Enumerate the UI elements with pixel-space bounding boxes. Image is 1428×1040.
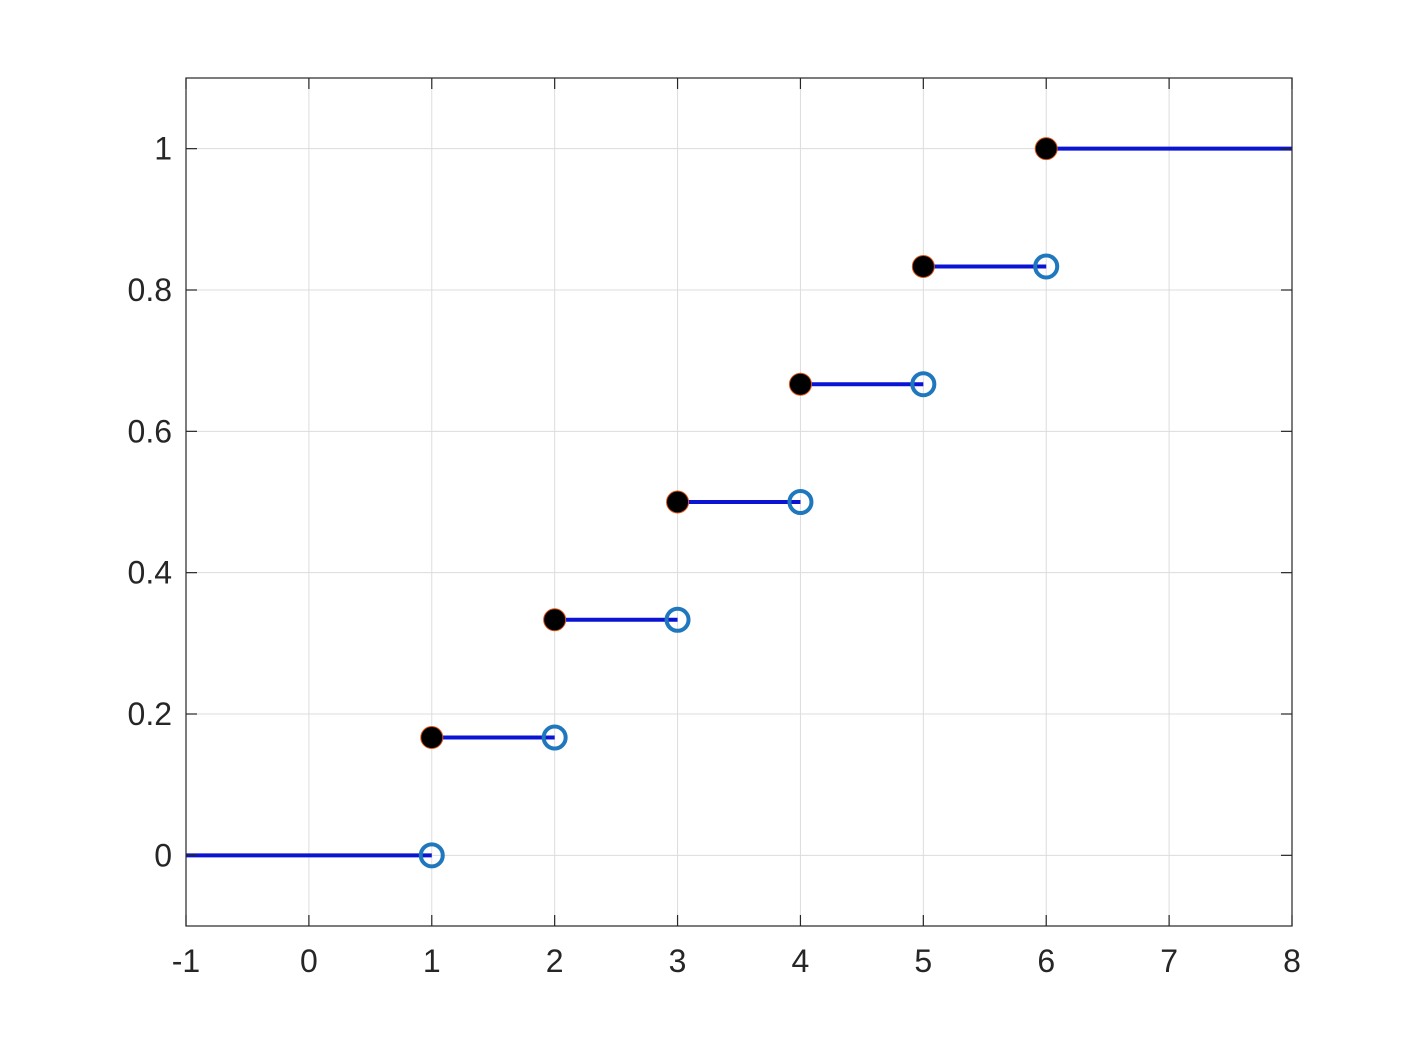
x-tick-label-4: 3 [669, 943, 687, 979]
axes-box [185, 77, 1293, 927]
open-marker-2 [664, 606, 691, 633]
closed-marker-2 [543, 608, 567, 632]
open-marker-0 [418, 842, 445, 869]
x-tick-label-9: 8 [1283, 943, 1301, 979]
open-marker-4 [910, 371, 937, 398]
x-tick-label-5: 4 [792, 943, 810, 979]
y-tick-label-0: 0 [154, 837, 172, 873]
x-tick-label-7: 6 [1037, 943, 1055, 979]
x-tick-label-1: 0 [300, 943, 318, 979]
closed-marker-4 [788, 372, 812, 396]
x-tick-label-8: 7 [1160, 943, 1178, 979]
x-tick-label-3: 2 [546, 943, 564, 979]
y-tick-label-1: 0.2 [128, 696, 172, 732]
x-tick-label-6: 5 [914, 943, 932, 979]
closed-marker-3 [666, 490, 690, 514]
open-marker-3 [787, 489, 814, 515]
step-markers [418, 137, 1060, 869]
closed-marker-6 [1034, 137, 1058, 161]
x-tick-label-2: 1 [423, 943, 441, 979]
x-tick-label-0: -1 [172, 943, 200, 979]
y-tick-label-2: 0.4 [128, 555, 172, 591]
step-segments [186, 146, 1292, 858]
y-tick-label-4: 0.8 [128, 272, 172, 308]
axes [185, 77, 1293, 927]
y-tick-label-5: 1 [154, 131, 172, 167]
y-tick-label-3: 0.6 [128, 413, 172, 449]
open-marker-5 [1033, 253, 1060, 280]
tick-labels: -1 0 1 2 3 4 5 6 7 8 0 0.2 0.4 0.6 0.8 1 [128, 131, 1301, 979]
closed-marker-5 [911, 254, 935, 278]
open-marker-1 [541, 724, 568, 751]
closed-marker-1 [420, 726, 444, 750]
